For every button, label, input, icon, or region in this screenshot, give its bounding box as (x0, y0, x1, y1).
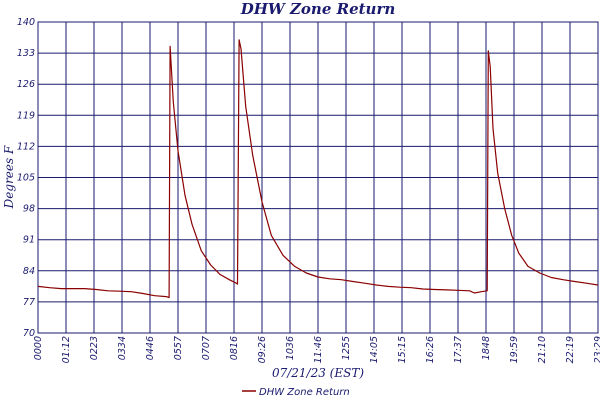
y-tick-label: 126 (17, 79, 35, 90)
x-tick-label: 15:15 (397, 336, 408, 363)
x-tick-label: 22:19 (565, 336, 576, 363)
y-tick-label: 119 (17, 110, 35, 121)
x-tick-label: 1848 (481, 336, 492, 360)
x-tick-label: 14:05 (369, 336, 380, 363)
y-tick-label: 98 (23, 204, 35, 215)
x-tick-label: 0223 (89, 336, 100, 360)
y-tick-label: 112 (17, 141, 35, 152)
y-tick-label: 84 (23, 266, 35, 277)
x-tick-label: 1036 (285, 336, 296, 360)
x-tick-label: 16:26 (425, 336, 436, 363)
y-tick-label: 140 (17, 17, 35, 28)
x-tick-label: 0816 (229, 336, 240, 360)
x-tick-label: 23:29 (593, 336, 600, 363)
x-tick-label: 11:46 (313, 336, 324, 363)
x-tick-label: 0000 (33, 336, 44, 360)
y-tick-label: 105 (17, 173, 35, 184)
x-tick-label: 19:59 (509, 336, 520, 363)
x-tick-label: 0707 (201, 336, 212, 360)
x-tick-label: 1255 (341, 336, 352, 360)
x-tick-label: 21:10 (537, 336, 548, 363)
x-tick-label: 01:12 (61, 336, 72, 363)
y-tick-label: 77 (23, 297, 35, 308)
x-tick-labels: 0000 01:12 0223 0334 0446 0557 0707 0816 09:26 10… (33, 336, 600, 363)
y-tick-label: 91 (23, 235, 35, 246)
y-tick-label: 133 (17, 48, 35, 59)
x-tick-label: 17:37 (453, 336, 464, 363)
x-tick-label: 0557 (173, 336, 184, 360)
grid (38, 22, 598, 333)
y-axis-title: Degrees F (2, 145, 16, 209)
x-tick-label: 0446 (145, 336, 156, 360)
chart-title: DHW Zone Return (240, 0, 396, 18)
legend: DHW Zone Return (242, 387, 350, 398)
x-axis-title: 07/21/23 (EST) (272, 366, 364, 380)
legend-label: DHW Zone Return (259, 387, 350, 398)
x-tick-label: 0334 (117, 336, 128, 360)
x-tick-label: 09:26 (257, 336, 268, 363)
